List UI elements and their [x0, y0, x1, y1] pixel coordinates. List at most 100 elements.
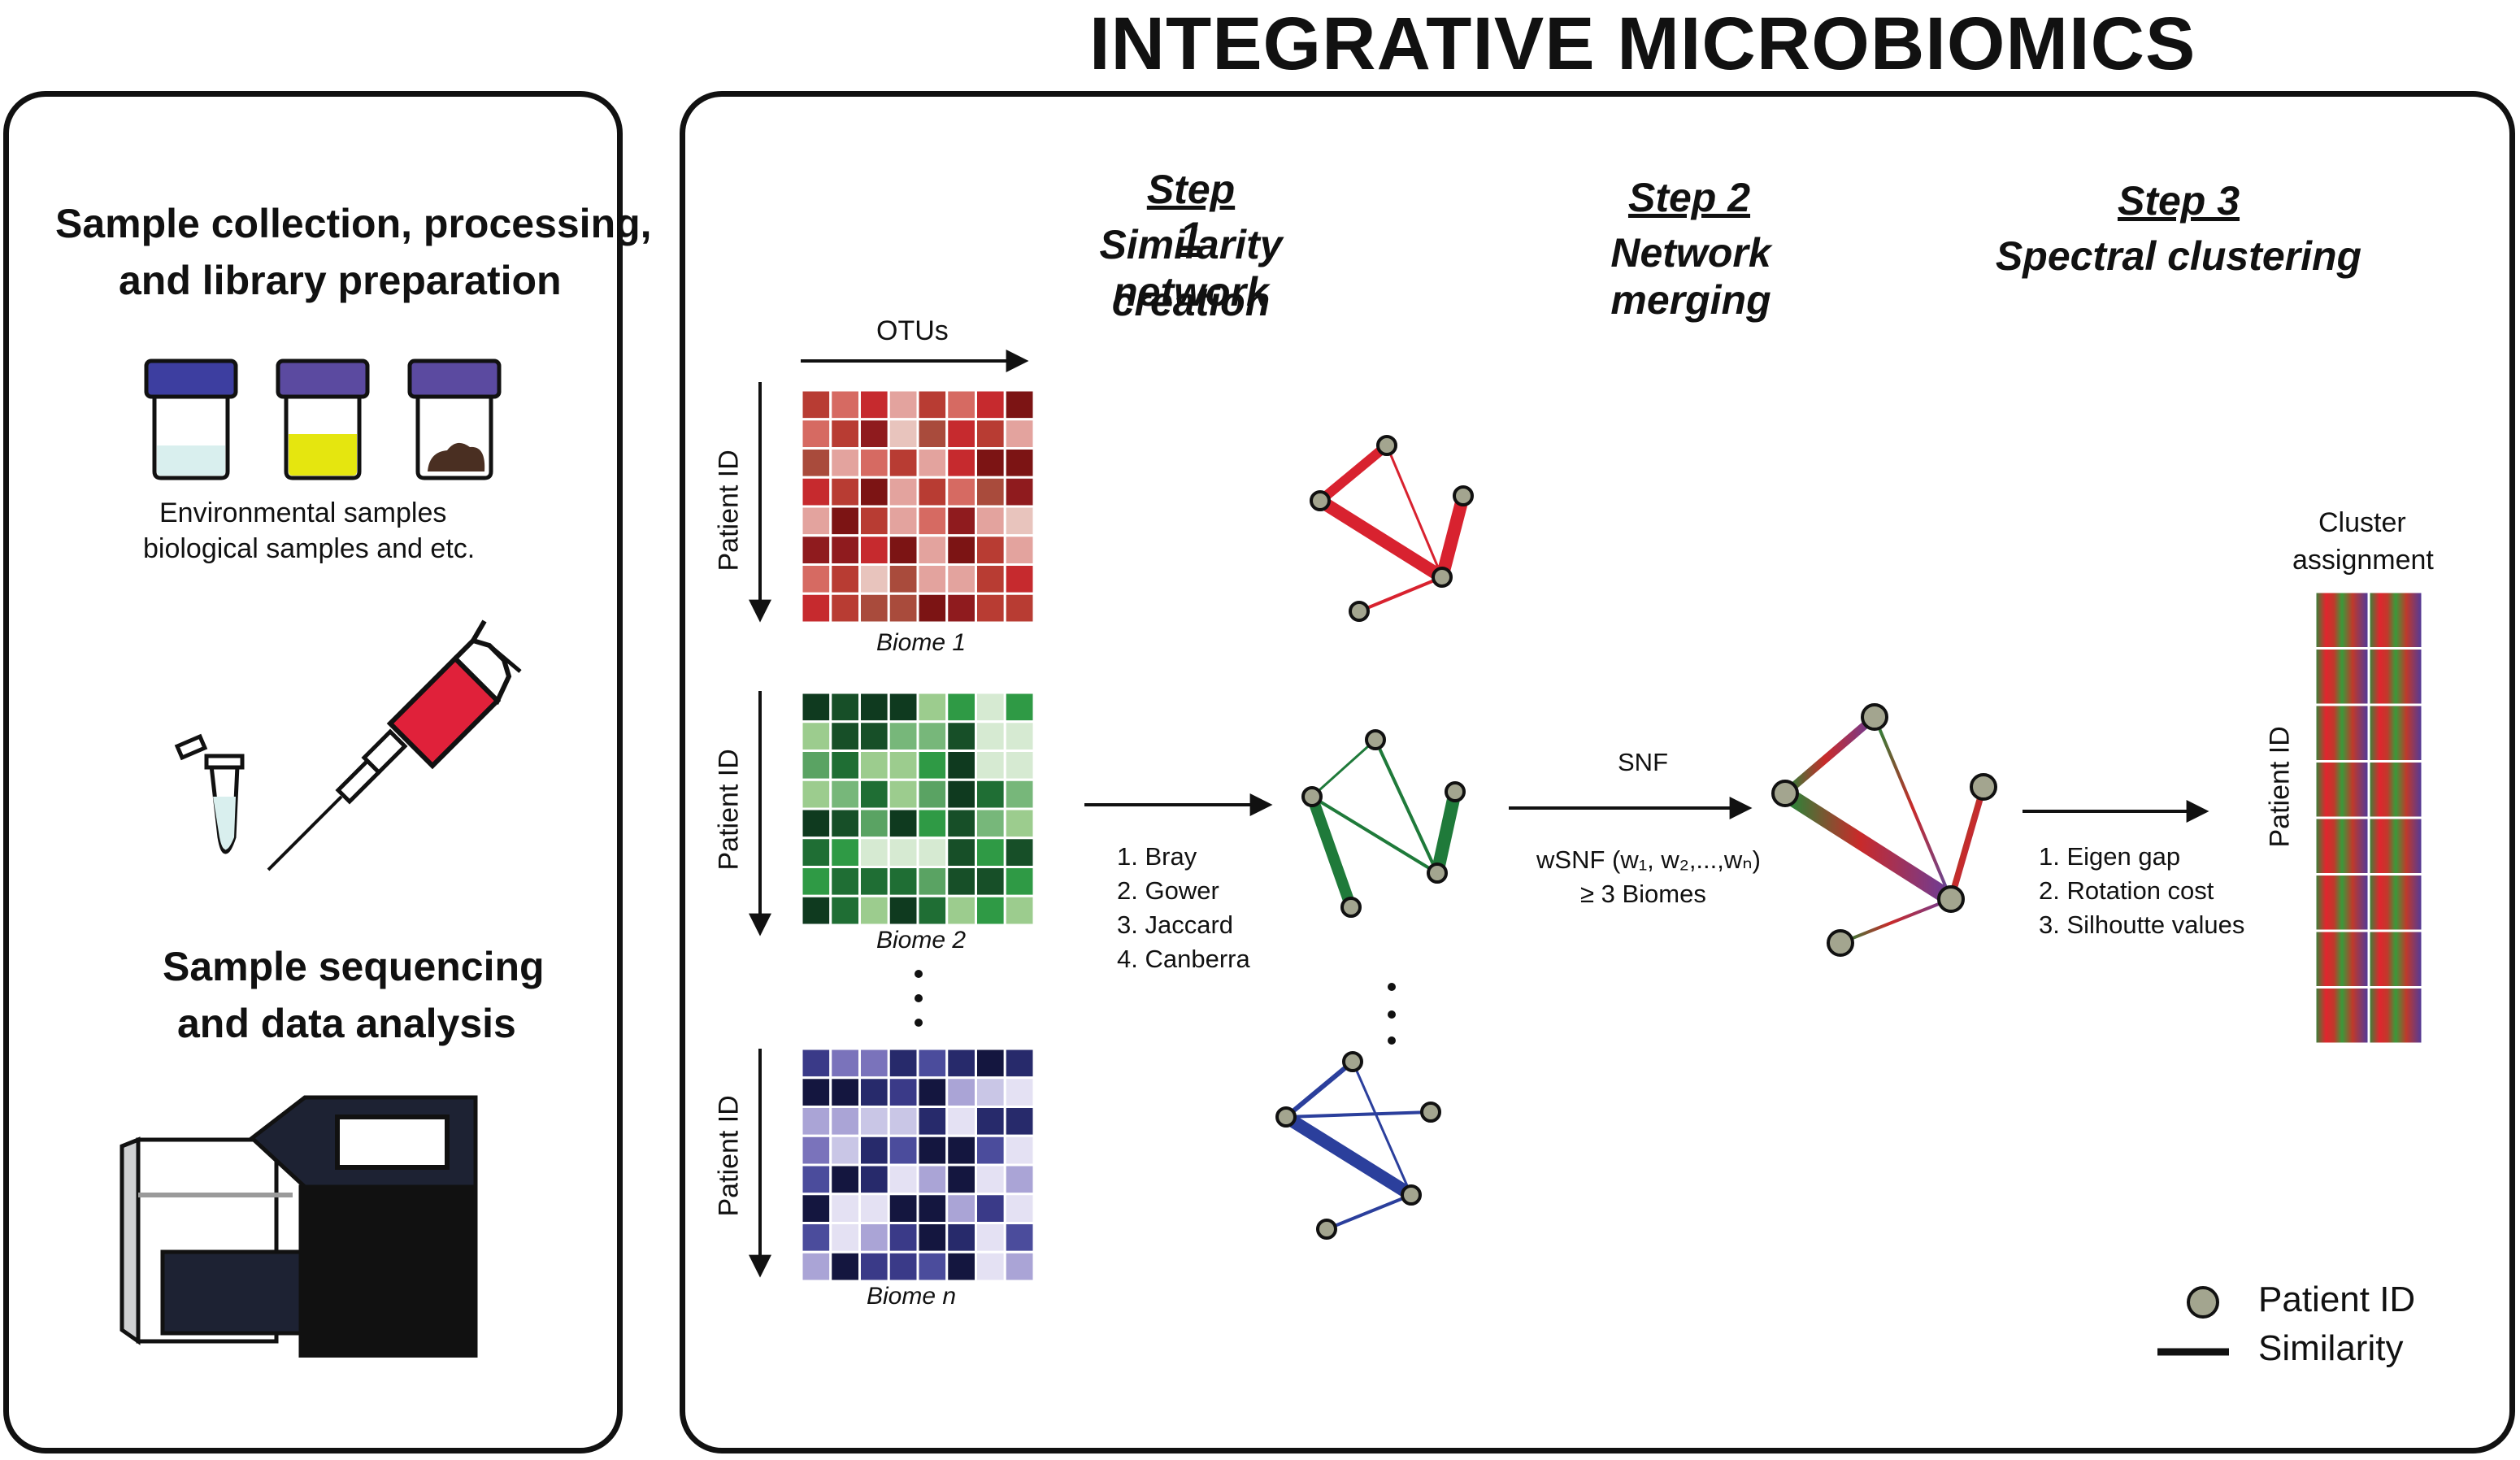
- matrix-cell: [800, 592, 832, 624]
- matrix-cell: [858, 1076, 890, 1108]
- matrix-cell: [800, 1163, 832, 1196]
- matrix-cell: [1003, 807, 1036, 840]
- sample-jars-illustration: [144, 358, 502, 480]
- matrix-cell: [829, 1076, 861, 1108]
- cluster-cell: [2367, 816, 2424, 876]
- matrix-cell: [829, 447, 861, 479]
- sample-collection-heading-line1: Sample collection, processing,: [55, 201, 652, 246]
- cluster-cell: [2367, 986, 2424, 1045]
- matrix-cell: [887, 1222, 919, 1254]
- cluster-cell: [2367, 873, 2424, 932]
- jar-biological: [276, 358, 370, 480]
- matrix-cell: [945, 720, 977, 752]
- matrix-cell: [916, 750, 949, 781]
- matrix-cell: [800, 807, 832, 840]
- matrix-cell: [829, 1193, 861, 1224]
- matrix-cell: [975, 807, 1006, 840]
- biome1-caption: Biome 1: [876, 629, 967, 656]
- sequencing-heading-line1: Sample sequencing: [163, 944, 545, 989]
- matrix-cell: [829, 418, 861, 450]
- matrix-cell: [800, 563, 832, 595]
- matrix-cell: [887, 691, 919, 723]
- biomes-note: ≥ 3 Biomes: [1580, 880, 1706, 908]
- matrix-cell: [858, 389, 890, 421]
- matrix-cell: [800, 1222, 832, 1254]
- patient-node: [1275, 1106, 1297, 1128]
- matrix-cell: [975, 534, 1006, 566]
- matrix-cell: [829, 1222, 861, 1254]
- matrix-cell: [829, 505, 861, 537]
- matrix-cell: [887, 750, 919, 781]
- matrix-cell: [945, 750, 977, 781]
- matrix-cell: [975, 720, 1006, 752]
- matrix-cell: [887, 447, 919, 479]
- matrix-cell: [829, 866, 861, 897]
- matrix-cell: [858, 866, 890, 897]
- matrix-cell: [829, 1250, 861, 1283]
- matrix-cell: [887, 1134, 919, 1167]
- matrix-cell: [858, 447, 890, 479]
- matrix-cell: [916, 447, 949, 479]
- matrix-cell: [1003, 563, 1036, 595]
- matrix-cell: [800, 778, 832, 810]
- sequencer-illustration: [119, 1095, 478, 1358]
- matrix-cell: [858, 1163, 890, 1196]
- legend-edge-label: Similarity: [2258, 1328, 2404, 1368]
- matrix-cell: [858, 592, 890, 624]
- step1-title-line1: Similarity network: [1099, 222, 1283, 315]
- matrix-cell: [916, 1222, 949, 1254]
- matrix-cell: [945, 1193, 977, 1224]
- matrix-cell: [916, 389, 949, 421]
- page-title: INTEGRATIVE MICROBIOMICS: [1089, 2, 2196, 85]
- cluster-cell: [2314, 816, 2370, 876]
- patient-node: [1401, 1184, 1422, 1206]
- biome1-matrix: [800, 389, 1036, 624]
- cluster-assignment-title-line2: assignment: [2292, 545, 2434, 576]
- matrix-cell: [945, 592, 977, 624]
- matrix-cell: [1003, 866, 1036, 897]
- workflow-panel: [680, 91, 2515, 1453]
- patient-node: [1340, 897, 1362, 918]
- matrix-cell: [916, 1106, 949, 1137]
- cluster-cell: [2314, 647, 2370, 706]
- matrix-cell: [916, 807, 949, 840]
- matrix-cell: [800, 418, 832, 450]
- matrix-cell: [916, 505, 949, 537]
- matrix-cell: [887, 476, 919, 508]
- matrix-cell: [916, 534, 949, 566]
- cluster-cell: [2367, 929, 2424, 989]
- sample-prep-panel: [3, 91, 623, 1453]
- matrix-cell: [945, 1047, 977, 1080]
- matrix-cell: [945, 563, 977, 595]
- matrix-cell: [1003, 505, 1036, 537]
- matrix-cell: [975, 1163, 1006, 1196]
- matrix-cell: [800, 750, 832, 781]
- matrix-cell: [858, 1193, 890, 1224]
- matrix-cell: [800, 866, 832, 897]
- matrix-cell: [916, 1193, 949, 1224]
- matrix-cell: [829, 563, 861, 595]
- matrix-cell: [858, 1134, 890, 1167]
- matrix-cell: [800, 505, 832, 537]
- matrix-cell: [945, 389, 977, 421]
- matrix-cell: [858, 720, 890, 752]
- matrix-cell: [945, 807, 977, 840]
- matrix-cell: [887, 778, 919, 810]
- matrix-cell: [800, 894, 832, 927]
- matrix-cell: [975, 691, 1006, 723]
- matrix-cell: [829, 691, 861, 723]
- matrix-cell: [829, 1163, 861, 1196]
- microtube-icon: [174, 733, 245, 854]
- matrix-cell: [945, 1163, 977, 1196]
- samples-caption-line2: biological samples and etc.: [143, 533, 476, 564]
- matrix-cell: [945, 866, 977, 897]
- matrix-cell: [887, 1047, 919, 1080]
- patient-node: [1453, 485, 1474, 506]
- matrix-cell: [975, 592, 1006, 624]
- distance-method-4: 4. Canberra: [1117, 945, 1250, 973]
- matrix-cell: [887, 807, 919, 840]
- matrix-cell: [887, 1076, 919, 1108]
- distance-method-3: 3. Jaccard: [1117, 910, 1234, 939]
- matrix-cell: [945, 534, 977, 566]
- patient-node: [1316, 1219, 1337, 1240]
